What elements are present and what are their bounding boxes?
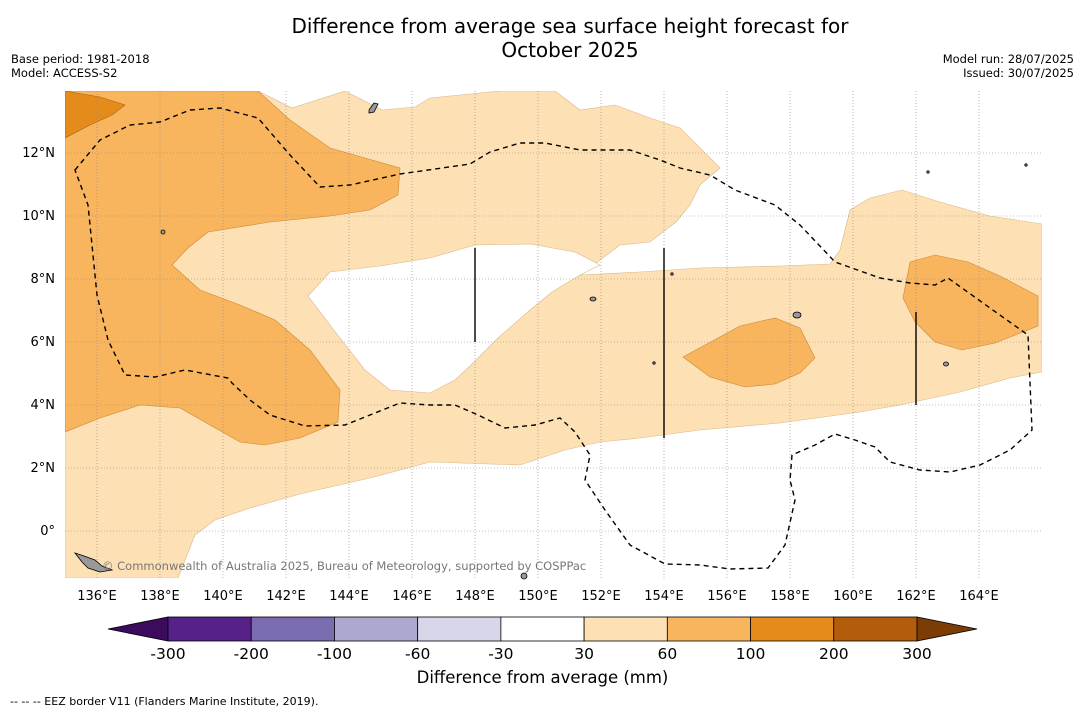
model-info: Base period: 1981-2018 Model: ACCESS-S2: [11, 52, 150, 80]
island-atoll: [926, 170, 930, 174]
island-new-guinea-coast: [73, 552, 114, 573]
title-line-2: October 2025: [501, 38, 639, 62]
title-line-1: Difference from average sea surface heig…: [291, 14, 849, 38]
base-period-text: Base period: 1981-2018: [11, 52, 150, 66]
island-ngulu: [160, 229, 166, 235]
contour-60-100-central: [682, 317, 816, 388]
colorbar: -300 -200 -100 -60 -30 30 60 100 200 300: [107, 616, 978, 663]
latitude-axis: 12°N 10°N 8°N 6°N 4°N 2°N 0°: [22, 146, 55, 539]
lat-tick-label: 10°N: [22, 209, 55, 224]
eez-borders: [74, 107, 1033, 570]
eez-border-palau: [74, 107, 1033, 570]
colorbar-swatch: [500, 616, 585, 642]
colorbar-tick-label: 60: [657, 645, 677, 663]
island-pohnpei: [792, 311, 802, 319]
lon-tick-label: 144°E: [329, 589, 369, 604]
lat-tick-label: 8°N: [31, 272, 56, 287]
colorbar-tick-label: -300: [150, 645, 185, 663]
island-atoll: [670, 272, 674, 276]
lat-tick-label: 0°: [40, 524, 55, 539]
model-name-text: Model: ACCESS-S2: [11, 66, 118, 80]
colorbar-tick-label: -60: [405, 645, 430, 663]
issued-text: Issued: 30/07/2025: [963, 66, 1074, 80]
colorbar-swatch: [833, 616, 918, 642]
colorbar-extend-low: [107, 616, 169, 642]
lon-tick-label: 156°E: [707, 589, 747, 604]
map-area: [65, 91, 1042, 578]
eez-footnote: -- -- -- EEZ border V11 (Flanders Marine…: [10, 695, 319, 708]
colorbar-swatch: [666, 616, 751, 642]
colorbar-swatch: [750, 616, 835, 642]
lon-tick-label: 160°E: [833, 589, 873, 604]
gridlines: [65, 91, 1042, 578]
lon-tick-label: 162°E: [896, 589, 936, 604]
contour-100-200: [65, 91, 126, 139]
colorbar-tick-label: 100: [736, 645, 766, 663]
lon-tick-label: 136°E: [77, 589, 117, 604]
chart-title: Difference from average sea surface heig…: [0, 14, 1085, 62]
colorbar-swatch: [167, 616, 252, 642]
colorbar-swatch: [250, 616, 335, 642]
run-info: Model run: 28/07/2025 Issued: 30/07/2025: [943, 52, 1074, 80]
lat-tick-label: 12°N: [22, 146, 55, 161]
lon-tick-label: 140°E: [203, 589, 243, 604]
lon-tick-label: 164°E: [959, 589, 999, 604]
contour-below-30: [307, 243, 601, 394]
lon-tick-label: 148°E: [455, 589, 495, 604]
islands: [73, 102, 1028, 580]
colorbar-title: Difference from average (mm): [416, 668, 669, 687]
longitude-axis: 136°E 138°E 140°E 142°E 144°E 146°E 148°…: [77, 589, 999, 604]
colorbar-tick-label: 200: [819, 645, 849, 663]
island-atoll: [652, 361, 656, 365]
colorbar-tick-label: 300: [902, 645, 932, 663]
lon-tick-label: 150°E: [518, 589, 558, 604]
island-chuuk: [589, 296, 597, 302]
colorbar-swatch: [417, 616, 502, 642]
island-guam: [368, 102, 379, 114]
lon-tick-label: 152°E: [581, 589, 621, 604]
lat-tick-label: 2°N: [31, 461, 56, 476]
island-atoll: [1024, 163, 1028, 167]
colorbar-swatch: [334, 616, 419, 642]
colorbar-swatch: [583, 616, 668, 642]
colorbar-tick-label: -200: [234, 645, 269, 663]
colorbar-extend-high: [916, 616, 978, 642]
lat-tick-label: 6°N: [31, 335, 56, 350]
colorbar-tick-label: -30: [488, 645, 513, 663]
lon-tick-label: 146°E: [392, 589, 432, 604]
lon-tick-label: 142°E: [266, 589, 306, 604]
island-bismarck: [520, 572, 528, 580]
contour-60-100-west: [65, 91, 401, 446]
lat-tick-label: 4°N: [31, 398, 56, 413]
lon-tick-label: 154°E: [644, 589, 684, 604]
lon-tick-label: 158°E: [770, 589, 810, 604]
island-kosrae: [943, 361, 949, 367]
map-credit: © Commonwealth of Australia 2025, Bureau…: [102, 559, 586, 573]
colorbar-tick-label: 30: [574, 645, 594, 663]
lon-tick-label: 138°E: [140, 589, 180, 604]
model-run-text: Model run: 28/07/2025: [942, 52, 1074, 66]
colorbar-tick-label: -100: [317, 645, 352, 663]
